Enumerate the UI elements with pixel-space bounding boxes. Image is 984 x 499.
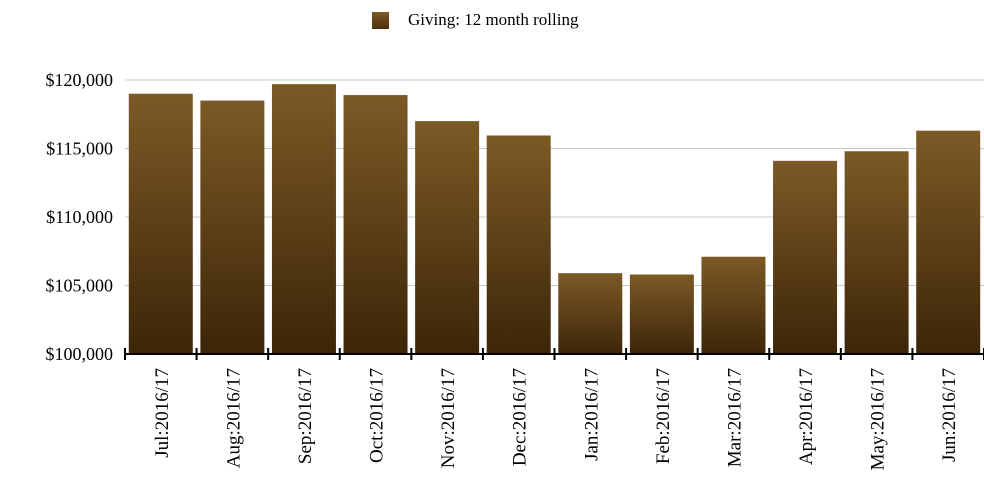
bar [200,100,265,354]
x-tick-label: Nov:2016/17 [438,368,459,468]
x-tick-label: Apr:2016/17 [796,368,817,465]
bar [558,273,623,354]
x-tick-label: Jun:2016/17 [939,368,960,462]
x-tick-label: Sep:2016/17 [295,368,316,464]
bar [343,95,408,354]
x-tick-label: Feb:2016/17 [653,368,674,464]
bar [271,84,336,355]
bar [773,160,838,354]
x-tick-label: Jul:2016/17 [152,368,173,458]
x-tick-label: Dec:2016/17 [510,368,531,466]
x-tick-labels: Jul:2016/17 Aug:2016/17 Sep:2016/17 Oct:201… [152,368,960,470]
bar [128,93,193,354]
x-tick-label: Oct:2016/17 [367,368,388,463]
legend-label: Giving: 12 month rolling [408,10,579,29]
y-tick-label: $105,000 [46,276,114,296]
x-tick-label: Jan:2016/17 [581,368,602,461]
y-tick-labels: $100,000 $105,000 $110,000 $115,000 $120,000 [46,70,114,364]
bar [701,256,766,354]
y-tick-label: $100,000 [46,344,114,364]
bar [916,130,981,354]
legend: Giving: 12 month rolling [372,10,578,30]
bar [486,135,551,354]
y-tick-label: $115,000 [46,139,113,159]
gridlines [125,79,984,286]
bar [844,151,909,354]
legend-swatch [372,11,389,29]
x-tick-label: Mar:2016/17 [724,368,745,467]
y-tick-label: $120,000 [46,70,114,90]
bars [128,84,981,355]
axes [124,348,984,360]
x-tick-label: Aug:2016/17 [223,368,244,468]
bar [629,274,694,354]
x-tick-label: May:2016/17 [868,368,889,470]
bar [415,121,480,354]
y-tick-label: $110,000 [46,207,113,227]
